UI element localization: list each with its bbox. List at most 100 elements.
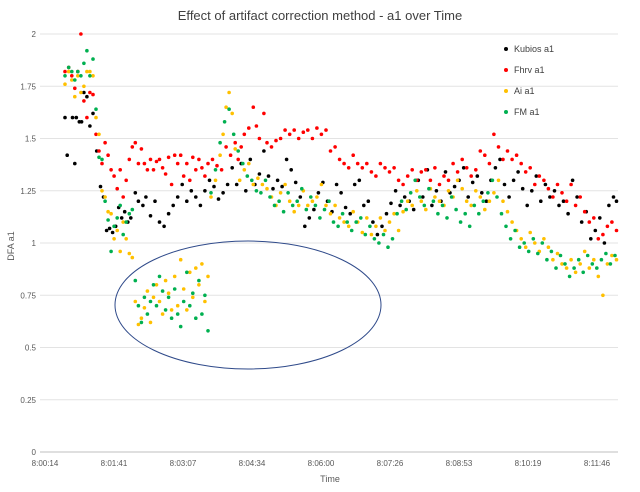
data-point — [404, 207, 409, 212]
data-point — [148, 214, 153, 218]
data-point — [410, 203, 415, 208]
data-point — [375, 232, 380, 237]
data-point — [188, 303, 192, 308]
data-point — [160, 166, 165, 170]
data-point — [104, 228, 109, 233]
data-point — [136, 303, 141, 308]
data-point — [188, 270, 192, 275]
data-point — [292, 209, 297, 214]
data-point — [213, 168, 218, 172]
data-point — [97, 149, 101, 153]
data-point — [614, 228, 619, 233]
data-point — [203, 189, 207, 193]
data-point — [451, 161, 455, 166]
data-point — [181, 287, 186, 291]
data-point — [124, 178, 128, 183]
data-point — [85, 48, 89, 53]
data-point — [112, 237, 116, 241]
data-point — [85, 69, 89, 74]
data-point — [380, 224, 384, 229]
data-point — [237, 178, 242, 183]
data-point — [319, 132, 324, 137]
data-point — [295, 199, 300, 203]
data-point — [533, 241, 537, 245]
data-point — [558, 253, 563, 258]
data-point — [371, 220, 375, 224]
data-point — [219, 168, 224, 172]
data-point — [85, 115, 89, 120]
data-point — [91, 92, 95, 97]
data-point — [191, 295, 195, 300]
data-point — [197, 157, 201, 162]
data-point — [454, 207, 458, 212]
data-point — [142, 295, 147, 300]
data-point — [100, 189, 104, 193]
data-point — [474, 168, 478, 172]
data-point — [191, 291, 195, 296]
data-point — [437, 182, 442, 187]
data-point — [526, 249, 531, 254]
data-point — [100, 157, 104, 162]
data-point — [424, 207, 428, 212]
data-point — [73, 161, 77, 166]
data-point — [121, 195, 125, 199]
data-point — [324, 203, 328, 208]
data-point — [564, 266, 569, 270]
data-point — [563, 262, 567, 266]
data-point — [98, 184, 103, 189]
data-point — [213, 178, 218, 183]
data-point — [614, 199, 619, 203]
y-tick-label: 0.5 — [25, 344, 37, 353]
data-point — [483, 153, 487, 157]
data-point — [365, 216, 369, 220]
x-tick-label: 8:07:26 — [377, 459, 404, 468]
data-point — [555, 182, 560, 187]
data-point — [542, 237, 546, 241]
data-point — [337, 216, 342, 220]
data-point — [474, 189, 478, 193]
data-point — [224, 105, 228, 109]
legend-marker — [504, 68, 508, 72]
data-point — [107, 226, 112, 231]
data-point — [151, 283, 156, 287]
data-point — [296, 203, 301, 208]
data-point — [79, 32, 83, 36]
data-point — [387, 170, 392, 174]
data-point — [605, 224, 610, 229]
data-point — [275, 178, 280, 183]
data-point — [82, 84, 86, 89]
data-point — [97, 155, 101, 160]
data-point — [437, 199, 442, 203]
data-point — [73, 86, 77, 91]
data-point — [293, 180, 298, 185]
data-point — [601, 232, 605, 237]
data-point — [124, 237, 128, 241]
data-point — [209, 195, 213, 199]
data-point — [383, 228, 387, 233]
data-point — [262, 111, 266, 116]
y-tick-label: 1.5 — [25, 135, 37, 144]
data-point — [163, 308, 168, 312]
data-point — [136, 199, 141, 203]
data-point — [605, 262, 610, 266]
data-point — [133, 140, 138, 145]
data-point — [351, 153, 356, 157]
legend-marker — [504, 110, 508, 114]
data-point — [100, 161, 104, 166]
data-point — [82, 90, 86, 95]
x-tick-label: 8:06:00 — [308, 459, 335, 468]
data-point — [271, 186, 275, 191]
series-fhrv-a1 — [63, 32, 619, 241]
data-point — [283, 182, 287, 187]
data-point — [198, 203, 203, 208]
data-point — [519, 161, 523, 166]
data-point — [154, 283, 159, 287]
data-point — [355, 161, 360, 166]
data-point — [333, 145, 337, 149]
data-point — [230, 111, 234, 116]
data-point — [493, 166, 498, 170]
data-point — [231, 132, 236, 137]
data-point — [560, 191, 564, 195]
data-point — [419, 170, 424, 174]
data-point — [396, 178, 401, 183]
